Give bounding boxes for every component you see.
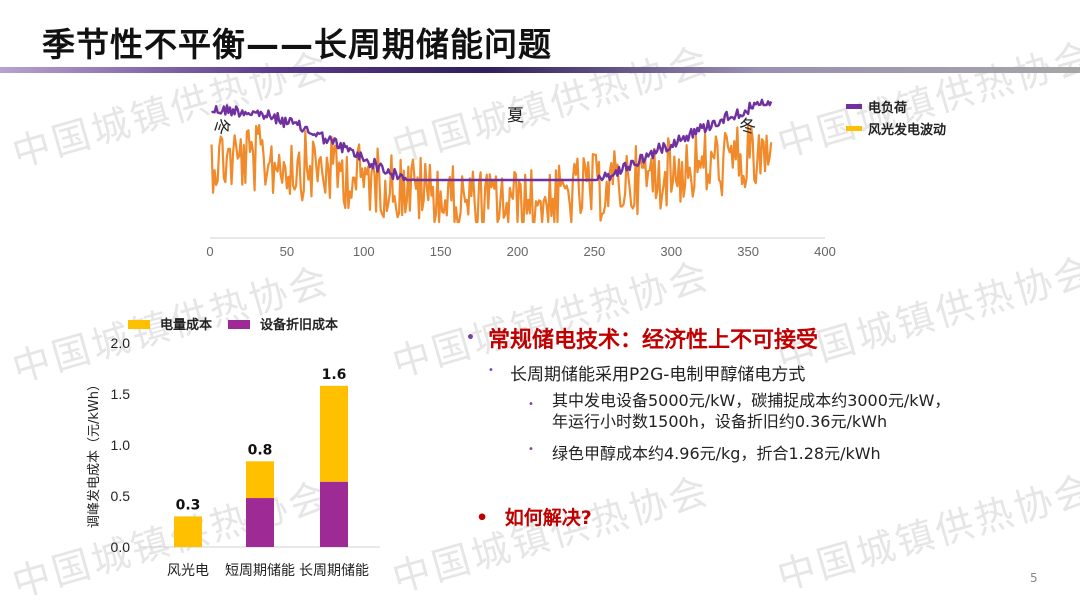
watermark: 中国城镇供热协会 (387, 468, 715, 601)
bullet-conventional-storage: • 常规储电技术：经济性上不可接受 (466, 322, 819, 354)
y-tick-label: 1.5 (111, 386, 131, 402)
x-tick-label: 250 (584, 244, 606, 259)
title-underline-bar (0, 67, 1080, 73)
bullet-equipment-cost: • 其中发电设备5000元/kW，碳捕捉成本约3000元/kW， 年运行小时数1… (528, 390, 950, 432)
legend-label-depreciation: 设备折旧成本 (260, 317, 338, 333)
watermark: 中国城镇供热协会 (7, 473, 335, 606)
annotation-winter-left: 冬 (211, 118, 231, 135)
x-tick-label: 300 (660, 244, 682, 259)
legend-swatch-energy-cost (128, 320, 150, 329)
bar-data-label: 0.8 (248, 442, 273, 458)
legend-label-electric-load: 电负荷 (868, 100, 907, 116)
bullet-equipment-cost-line1: 其中发电设备5000元/kW，碳捕捉成本约3000元/kW， (552, 391, 951, 410)
legend-swatch-renewable (846, 126, 862, 131)
watermark: 中国城镇供热协会 (7, 258, 335, 391)
watermark: 中国城镇供热协会 (772, 33, 1080, 166)
x-tick-label: 400 (814, 244, 836, 259)
category-label: 短周期储能 (225, 563, 295, 579)
series-line-renewable-fluctuation (210, 123, 773, 224)
bullet-methanol-cost: • 绿色甲醇成本约4.96元/kg，折合1.28元/kWh (528, 440, 881, 464)
x-tick-label: 150 (430, 244, 452, 259)
y-tick-label: 2.0 (111, 335, 131, 351)
bar-data-label: 1.6 (322, 367, 347, 383)
bar-data-label: 0.3 (176, 497, 201, 513)
bullet-methanol-cost-text: 绿色甲醇成本约4.96元/kg，折合1.28元/kWh (552, 444, 881, 463)
bar-segment-depreciation (320, 481, 348, 547)
x-tick-label: 200 (507, 244, 529, 259)
bullet-equipment-cost-line2: 年运行小时数1500h，设备折旧约0.36元/kWh (552, 412, 888, 431)
page-number: 5 (1030, 571, 1038, 585)
x-tick-label: 100 (353, 244, 375, 259)
y-tick-label: 0.5 (111, 488, 131, 504)
y-axis-label: 调峰发电成本（元/kWh） (86, 378, 102, 528)
category-label: 长周期储能 (299, 563, 369, 579)
bullet-dot: • (488, 365, 494, 376)
bullet-dot: • (476, 507, 489, 529)
x-tick-label: 350 (737, 244, 759, 259)
bullet-long-duration-storage-text: 长周期储能采用P2G-电制甲醇储电方式 (510, 365, 806, 385)
bar-segment-energy-cost (246, 461, 274, 499)
bullet-dot: • (528, 444, 534, 455)
bar-segment-depreciation (246, 498, 274, 547)
bar-segment-energy-cost (174, 516, 202, 547)
bullet-how-to-solve-text: 如何解决? (504, 507, 592, 529)
x-tick-label: 50 (280, 244, 294, 259)
x-tick-label: 0 (206, 244, 213, 259)
bullet-long-duration-storage: • 长周期储能采用P2G-电制甲醇储电方式 (488, 360, 805, 385)
annotation-winter-right: 冬 (739, 117, 756, 137)
legend-label-energy-cost: 电量成本 (160, 317, 212, 333)
y-tick-label: 0.0 (111, 539, 131, 555)
bullet-dot: • (466, 330, 475, 346)
legend-label-renewable: 风光发电波动 (868, 122, 946, 138)
watermark: 中国城镇供热协会 (772, 248, 1080, 381)
slide-title: 季节性不平衡——长周期储能问题 (42, 25, 552, 64)
bar-segment-energy-cost (320, 385, 348, 482)
annotation-summer: 夏 (507, 106, 524, 126)
series-line-electric-load (211, 98, 773, 182)
bullet-how-to-solve: • 如何解决? (476, 503, 592, 530)
category-label: 风光电 (167, 563, 209, 579)
legend-swatch-electric-load (846, 104, 862, 109)
y-tick-label: 1.0 (111, 437, 131, 453)
bullet-dot: • (528, 399, 534, 410)
bullet-conventional-storage-text: 常规储电技术：经济性上不可接受 (488, 328, 819, 353)
legend-swatch-depreciation (228, 320, 250, 329)
